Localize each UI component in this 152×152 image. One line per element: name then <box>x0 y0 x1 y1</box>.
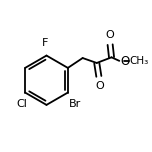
Text: O: O <box>95 81 104 91</box>
Text: O: O <box>106 30 114 40</box>
Text: F: F <box>42 38 48 48</box>
Text: Cl: Cl <box>16 99 27 109</box>
Text: Br: Br <box>69 99 81 109</box>
Text: CH₃: CH₃ <box>130 56 149 66</box>
Text: O: O <box>120 55 129 68</box>
